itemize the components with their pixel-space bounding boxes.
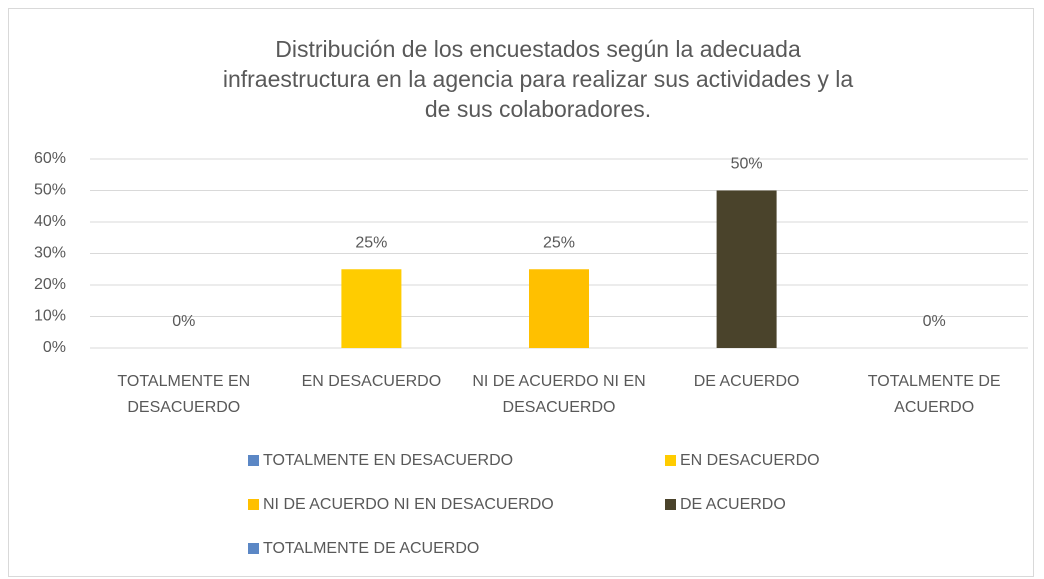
x-tick-label: TOTALMENTE DE ACUERDO [867,373,1001,416]
legend-item: NI DE ACUERDO NI EN DESACUERDO [248,492,665,536]
legend-item: EN DESACUERDO [665,448,885,492]
data-label: 0% [923,313,946,330]
x-tick-label: DE ACUERDO [693,373,800,390]
legend-swatch [665,455,676,466]
legend-swatch [248,543,259,554]
legend-swatch [248,499,259,510]
chart-title: Distribución de los encuestados según la… [222,36,854,122]
legend-label: EN DESACUERDO [680,452,820,469]
legend-label: NI DE ACUERDO NI EN DESACUERDO [263,496,554,513]
legend-item: DE ACUERDO [665,492,885,536]
chart-border [8,8,1034,577]
x-tick-label: TOTALMENTE EN DESACUERDO [117,373,251,416]
y-tick-label: 10% [34,308,66,325]
data-label: 50% [731,156,763,173]
legend-label: TOTALMENTE DE ACUERDO [263,540,480,557]
data-label: 0% [172,313,195,330]
legend-label: TOTALMENTE EN DESACUERDO [263,452,514,469]
bar [529,269,589,348]
legend-item: TOTALMENTE DE ACUERDO [248,536,665,579]
legend-swatch [665,499,676,510]
y-tick-label: 30% [34,245,66,262]
bar [341,269,402,348]
legend-swatch [248,455,259,466]
y-tick-label: 50% [34,182,66,199]
legend: TOTALMENTE EN DESACUERDO EN DESACUERDO NI … [248,448,888,579]
x-tick-label: NI DE ACUERDO NI EN DESACUERDO [472,373,646,416]
y-tick-label: 20% [34,276,66,293]
legend-item: TOTALMENTE EN DESACUERDO [248,448,665,492]
y-tick-label: 60% [34,150,66,167]
x-tick-label: EN DESACUERDO [301,373,442,390]
y-tick-label: 40% [34,213,66,230]
bar [716,190,777,348]
y-tick-label: 0% [43,339,66,356]
legend-label: DE ACUERDO [680,496,786,513]
data-label: 25% [355,234,387,251]
data-label: 25% [543,234,575,251]
